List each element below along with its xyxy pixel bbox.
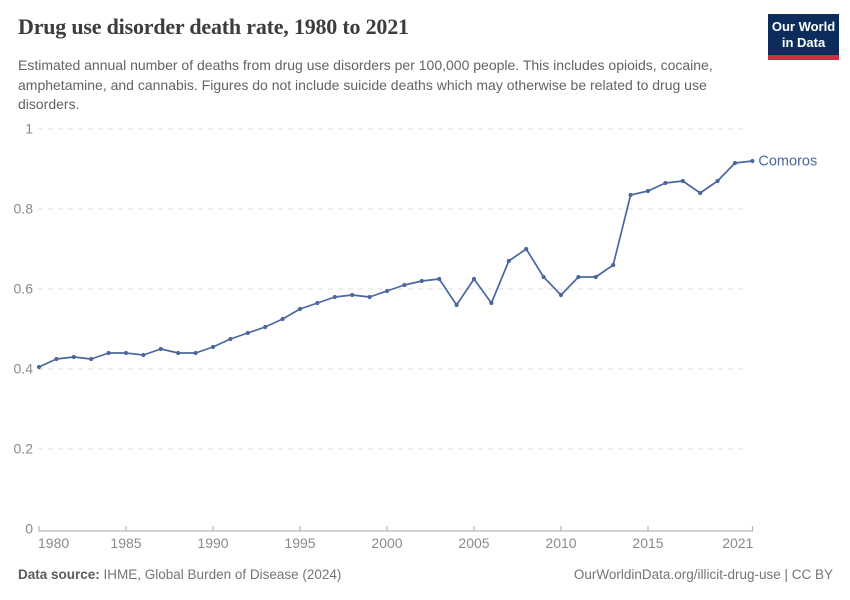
data-point[interactable] <box>698 190 703 196</box>
data-point[interactable] <box>384 288 390 294</box>
data-point[interactable] <box>280 316 285 322</box>
y-axis-tick-label: 1 <box>25 121 33 137</box>
x-axis-tick-label: 2000 <box>371 535 402 551</box>
chart-footer: Data source: IHME, Global Burden of Dise… <box>18 567 833 582</box>
data-point[interactable] <box>419 278 424 284</box>
data-point[interactable] <box>332 294 337 300</box>
data-point[interactable] <box>402 282 407 288</box>
credit-link[interactable]: OurWorldinData.org/illicit-drug-use | CC… <box>573 567 833 582</box>
data-point[interactable] <box>228 336 233 342</box>
data-point[interactable] <box>263 324 268 330</box>
x-axis-tick-label: 1985 <box>110 535 141 551</box>
data-point[interactable] <box>297 306 303 312</box>
x-axis-tick-label: 2015 <box>632 535 663 551</box>
data-point[interactable] <box>89 356 94 362</box>
page-title: Drug use disorder death rate, 1980 to 20… <box>18 14 409 39</box>
data-point[interactable] <box>106 350 111 356</box>
x-axis-tick-label: 1995 <box>284 535 315 551</box>
data-point[interactable] <box>750 158 755 164</box>
data-point[interactable] <box>489 300 494 306</box>
data-point[interactable] <box>454 302 459 308</box>
data-point[interactable] <box>506 258 511 264</box>
owid-logo-line1: Our World <box>771 19 836 34</box>
data-point[interactable] <box>71 354 76 360</box>
data-point[interactable] <box>524 246 529 252</box>
data-point[interactable] <box>558 292 564 298</box>
y-axis-tick-label: 0.8 <box>14 201 34 217</box>
entity-label-comoros[interactable]: Comoros <box>758 154 817 170</box>
data-source-label: Data source: <box>18 567 100 582</box>
data-point[interactable] <box>315 300 320 306</box>
x-axis-tick-label: 2010 <box>545 535 576 551</box>
x-axis-tick-label: 1990 <box>197 535 228 551</box>
data-point[interactable] <box>576 274 581 280</box>
line-chart[interactable]: 0 0.2 0.4 0.6 0.8 1 1980 1985 1990 1995 2000 2005 20… <box>0 115 850 565</box>
data-point[interactable] <box>210 344 216 350</box>
data-point[interactable] <box>541 274 546 280</box>
owid-logo-text: Our World in Data <box>768 14 839 55</box>
data-point[interactable] <box>732 160 738 166</box>
data-point[interactable] <box>123 350 129 356</box>
owid-logo-red-strip <box>768 55 839 60</box>
data-source-value: IHME, Global Burden of Disease (2024) <box>99 567 342 582</box>
data-point[interactable] <box>245 330 250 336</box>
series-line-comoros[interactable] <box>38 160 754 368</box>
chart-subtitle: Estimated annual number of deaths from d… <box>18 57 713 112</box>
data-point[interactable] <box>611 262 616 268</box>
data-point[interactable] <box>367 294 372 300</box>
y-axis-tick-label: 0.2 <box>14 441 34 457</box>
data-point[interactable] <box>663 180 668 186</box>
data-point[interactable] <box>350 292 355 298</box>
data-point[interactable] <box>176 350 181 356</box>
data-point[interactable] <box>645 188 651 194</box>
data-point[interactable] <box>628 192 633 198</box>
data-point[interactable] <box>437 276 442 282</box>
data-point[interactable] <box>715 178 720 184</box>
owid-logo-line2: in Data <box>781 35 826 50</box>
y-axis-tick-label: 0.4 <box>14 361 34 377</box>
x-axis-tick-label: 1980 <box>38 535 69 551</box>
data-point[interactable] <box>36 364 42 370</box>
data-point[interactable] <box>593 274 598 280</box>
data-point[interactable] <box>193 350 198 356</box>
y-axis-tick-label: 0 <box>25 521 33 537</box>
x-axis-tick-label: 2005 <box>458 535 489 551</box>
owid-logo[interactable]: Our World in Data <box>768 14 839 60</box>
y-axis-tick-label: 0.6 <box>14 281 34 297</box>
data-point[interactable] <box>680 178 685 184</box>
data-point[interactable] <box>471 276 477 282</box>
data-source: Data source: IHME, Global Burden of Dise… <box>18 567 341 582</box>
data-point[interactable] <box>141 352 146 358</box>
data-point[interactable] <box>158 346 163 352</box>
x-axis-tick-label: 2021 <box>722 535 753 551</box>
data-point[interactable] <box>54 356 59 362</box>
